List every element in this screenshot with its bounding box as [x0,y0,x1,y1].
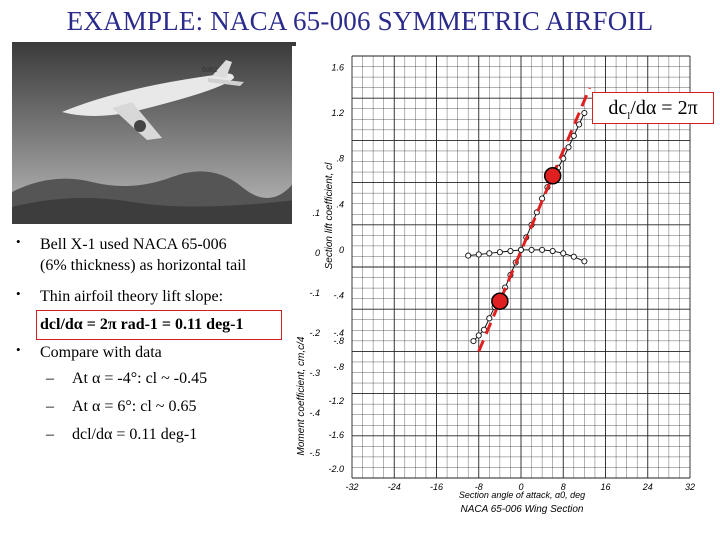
y-tick-label-moment: .1 [312,208,320,218]
data-point [496,249,503,256]
bullet-text: Compare with data [40,344,162,361]
x-tick-label: -32 [345,482,358,492]
svg-text:6062: 6062 [202,67,218,74]
chart-ylabel-lift: Section lift coefficient, cl [324,162,335,269]
x-tick-label: -24 [388,482,401,492]
data-point [549,247,556,255]
y-tick-label-lift: .4 [336,199,344,209]
y-tick-label-moment: -.2 [309,328,320,338]
data-point [470,338,477,345]
data-point [465,252,472,259]
y-tick-label-cm: -1.2 [328,396,344,406]
y-tick-label-lift: -.4 [333,291,344,301]
x-tick-label: 24 [642,482,653,492]
x-tick-label: 0 [518,482,523,492]
data-point [560,250,567,257]
y-tick-label-moment: 0 [315,248,320,258]
y-tick-label-lift: .8 [336,154,344,164]
chart-xlabel: Section angle of attack, α0, deg [459,490,585,500]
data-point [517,246,525,253]
data-point [539,246,546,253]
chart-caption: NACA 65-006 Wing Section [461,504,584,515]
formula-text: dcl/dα = 2π rad-1 = 0.11 deg-1 [40,316,244,333]
chart-ylabel-moment: Moment coefficient, cm,c/4 [296,336,307,455]
highlight-point [543,167,562,185]
naca-chart: -32 -24 -16 -8 0 8 16 24 321.61.2.8.40-.4-.8.10-… [292,46,710,522]
data-point [581,109,588,117]
aircraft-silhouette: 6062 [62,60,244,140]
x-tick-label: -8 [475,482,483,492]
y-tick-label-cm: -.4 [333,328,344,338]
chart-marks [465,87,592,352]
y-tick-label-cm: -.8 [333,362,344,372]
highlight-box [36,310,282,340]
y-tick-label-moment: -.3 [309,368,320,378]
y-tick-label-moment: -.4 [309,408,320,418]
sub-bullet-text: At α = 6°: cl ~ 0.65 [72,398,197,415]
y-tick-label-lift: -.8 [333,336,344,346]
sub-bullet-text: At α = -4°: cl ~ -0.45 [72,370,208,387]
data-point [528,246,535,253]
chart-grid: -32 -24 -16 -8 0 8 16 24 321.61.2.8.40-.4-.8.10-… [309,55,695,492]
y-tick-label-moment: -.1 [309,288,320,298]
data-point [486,315,493,322]
x-tick-label: 32 [685,482,695,492]
bell-x1-photo: 6062 [12,42,296,224]
slide-title: EXAMPLE: NACA 65-006 SYMMETRIC AIRFOIL [66,6,654,36]
bullet-text: (6% thickness) as horizontal tail [40,257,247,274]
data-point [507,247,514,255]
bullet-text: Bell X-1 used NACA 65-006 [40,236,227,253]
y-tick-label-lift: 1.2 [331,108,344,118]
x-tick-label: 8 [561,482,566,492]
x-tick-label: 16 [600,482,610,492]
data-point [570,132,577,139]
y-tick-label-lift: 1.6 [331,62,344,72]
data-point [565,144,572,151]
data-point [576,121,583,128]
y-tick-label-cm: -1.6 [328,430,344,440]
slope-formula-label: dcl/dα = 2π [592,92,714,124]
data-point [475,251,482,258]
data-point [581,258,588,265]
data-point [486,250,493,257]
x-tick-label: -16 [430,482,443,492]
y-tick-label-moment: -.5 [309,448,320,458]
bullet-text: Thin airfoil theory lift slope: [40,288,224,305]
data-point [570,253,577,260]
sub-bullet-text: dcl/dα = 0.11 deg-1 [72,426,198,443]
y-tick-label-lift: 0 [339,245,344,255]
data-point [475,332,482,339]
series-line [473,112,585,342]
y-tick-label-cm: -2.0 [328,464,344,474]
highlight-point [491,292,509,310]
